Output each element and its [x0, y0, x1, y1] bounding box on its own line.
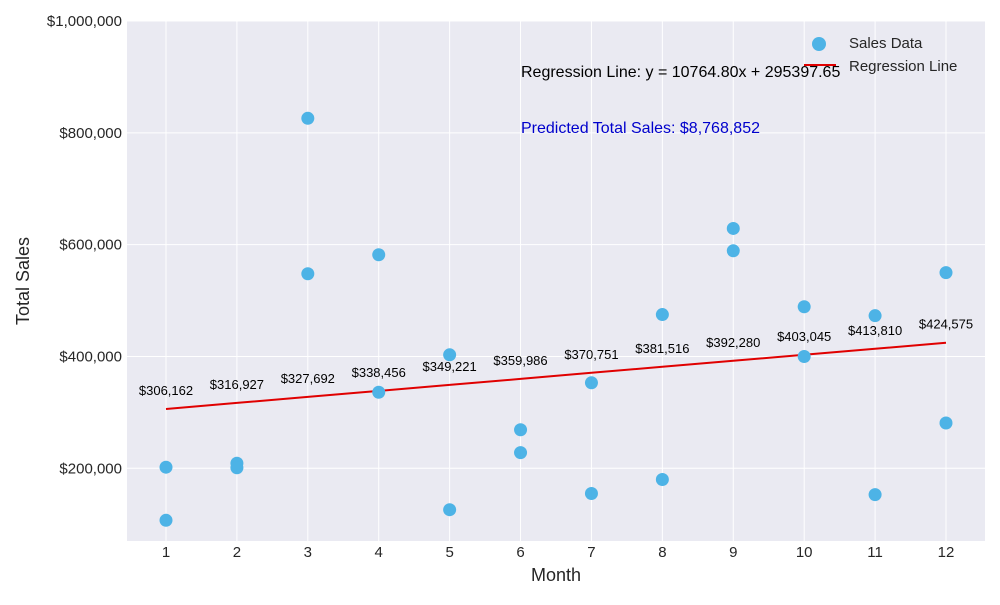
regression-value-label: $403,045: [777, 329, 831, 344]
data-point: [159, 513, 173, 527]
grid-lines: [127, 20, 985, 541]
data-point: [443, 348, 457, 362]
legend: Sales Data Regression Line: [804, 35, 957, 75]
y-tick-label: $200,000: [59, 460, 122, 477]
x-tick-label: 2: [233, 544, 241, 561]
regression-value-label: $338,456: [352, 365, 406, 380]
regression-value-label: $381,516: [635, 341, 689, 356]
data-point: [584, 486, 598, 500]
data-point: [372, 248, 386, 262]
data-point: [797, 349, 811, 363]
x-tick-label: 10: [796, 544, 813, 561]
y-axis-ticks: $200,000 $400,000 $600,000 $800,000 $1,000,0…: [47, 13, 122, 477]
y-tick-label: $600,000: [59, 237, 122, 254]
data-point: [797, 300, 811, 314]
data-point: [159, 460, 173, 474]
regression-value-label: $349,221: [423, 359, 477, 374]
x-axis-ticks: 1 2 3 4 5 6 7 8 9 10 11 12: [162, 544, 955, 561]
y-tick-label: $400,000: [59, 348, 122, 365]
data-point: [939, 266, 953, 280]
data-point: [726, 221, 740, 235]
legend-label-sales-data: Sales Data: [849, 35, 923, 52]
regression-line: [165, 341, 947, 410]
plot-background: [127, 21, 985, 541]
x-axis-label: Month: [531, 565, 581, 585]
regression-value-label: $392,280: [706, 335, 760, 350]
data-point: [726, 244, 740, 258]
data-point: [584, 376, 598, 390]
data-point: [655, 472, 669, 486]
y-axis-label: Total Sales: [13, 237, 33, 325]
predicted-total-sales-text: Predicted Total Sales: $8,768,852: [521, 120, 760, 137]
data-point: [868, 309, 882, 323]
x-tick-label: 1: [162, 544, 170, 561]
regression-labels-group: $306,162 $316,927 $327,692 $338,456 $349,221…: [139, 317, 973, 398]
regression-value-label: $370,751: [564, 347, 618, 362]
x-tick-label: 3: [304, 544, 312, 561]
x-tick-label: 9: [729, 544, 737, 561]
x-tick-label: 11: [867, 544, 883, 561]
data-point: [939, 416, 953, 430]
data-point: [514, 446, 528, 460]
data-point: [301, 267, 315, 281]
data-point: [230, 461, 244, 475]
legend-marker-sales-data: [812, 37, 826, 51]
data-point: [301, 111, 315, 125]
data-point: [443, 503, 457, 517]
x-tick-label: 7: [587, 544, 595, 561]
regression-value-label: $306,162: [139, 383, 193, 398]
regression-value-label: $316,927: [210, 377, 264, 392]
y-tick-label: $1,000,000: [47, 13, 122, 30]
regression-value-label: $327,692: [281, 371, 335, 386]
data-point: [655, 308, 669, 322]
x-tick-label: 8: [658, 544, 666, 561]
x-tick-label: 4: [375, 544, 383, 561]
data-point: [868, 488, 882, 502]
scatter-points-group: [159, 111, 953, 527]
regression-value-label: $424,575: [919, 317, 973, 332]
regression-value-label: $413,810: [848, 323, 902, 338]
regression-line-group: [165, 341, 947, 410]
regression-equation-text: Regression Line: y = 10764.80x + 295397.…: [521, 64, 840, 81]
y-tick-label: $800,000: [59, 125, 122, 142]
data-point: [514, 423, 528, 437]
legend-label-regression-line: Regression Line: [849, 58, 957, 75]
x-tick-label: 12: [938, 544, 955, 561]
regression-value-label: $359,986: [493, 353, 547, 368]
x-tick-label: 5: [445, 544, 453, 561]
x-tick-label: 6: [516, 544, 524, 561]
data-point: [372, 385, 386, 399]
